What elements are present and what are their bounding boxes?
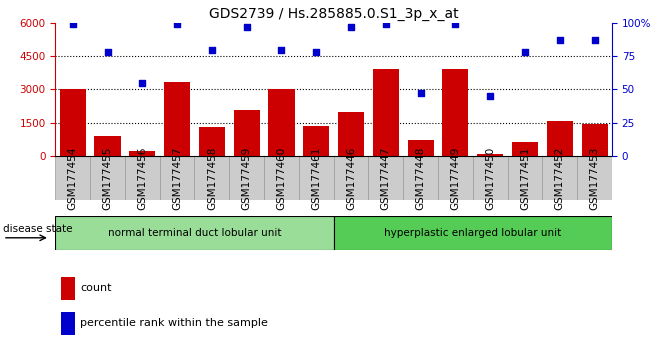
Point <box>415 91 426 96</box>
Bar <box>55 156 90 200</box>
Text: GSM177452: GSM177452 <box>555 146 565 210</box>
Point <box>102 50 113 55</box>
Bar <box>264 156 299 200</box>
Bar <box>90 156 125 200</box>
Text: normal terminal duct lobular unit: normal terminal duct lobular unit <box>107 228 281 238</box>
Bar <box>60 89 86 156</box>
Point <box>137 80 148 86</box>
Bar <box>408 140 434 156</box>
Bar <box>195 156 229 200</box>
Bar <box>303 126 329 156</box>
Bar <box>403 156 438 200</box>
Point <box>172 22 182 27</box>
Bar <box>577 156 612 200</box>
Bar <box>338 112 364 156</box>
Bar <box>442 69 469 156</box>
Bar <box>438 156 473 200</box>
Bar <box>542 156 577 200</box>
Point <box>381 22 391 27</box>
Text: GSM177453: GSM177453 <box>590 146 600 210</box>
Text: GSM177461: GSM177461 <box>311 146 321 210</box>
Bar <box>512 142 538 156</box>
Text: hyperplastic enlarged lobular unit: hyperplastic enlarged lobular unit <box>384 228 561 238</box>
Point <box>555 38 565 43</box>
Text: GSM177448: GSM177448 <box>415 146 426 210</box>
Bar <box>61 277 75 300</box>
Bar <box>477 154 503 156</box>
Bar <box>130 152 156 156</box>
Text: GSM177458: GSM177458 <box>207 146 217 210</box>
Text: GSM177451: GSM177451 <box>520 146 530 210</box>
Point <box>276 47 286 52</box>
Text: count: count <box>80 283 112 293</box>
Point <box>346 24 356 30</box>
Point <box>311 50 322 55</box>
Bar <box>61 312 75 335</box>
Bar <box>125 156 159 200</box>
Text: GSM177450: GSM177450 <box>485 146 495 210</box>
Point <box>206 47 217 52</box>
Bar <box>268 89 294 156</box>
Bar <box>199 127 225 156</box>
Text: GSM177446: GSM177446 <box>346 146 356 210</box>
Bar <box>333 156 368 200</box>
Bar <box>473 156 508 200</box>
Text: GSM177455: GSM177455 <box>102 146 113 210</box>
Text: GSM177457: GSM177457 <box>172 146 182 210</box>
Bar <box>508 156 542 200</box>
Point <box>450 22 461 27</box>
Point <box>242 24 252 30</box>
Point <box>519 50 530 55</box>
Bar <box>164 82 190 156</box>
Bar <box>373 69 399 156</box>
Text: percentile rank within the sample: percentile rank within the sample <box>80 318 268 328</box>
Text: GSM177447: GSM177447 <box>381 146 391 210</box>
Point <box>68 22 78 27</box>
Bar <box>229 156 264 200</box>
Text: GSM177460: GSM177460 <box>277 146 286 210</box>
Bar <box>299 156 333 200</box>
Text: disease state: disease state <box>3 224 72 234</box>
Bar <box>333 216 612 250</box>
Text: GSM177454: GSM177454 <box>68 146 77 210</box>
Point <box>485 93 495 99</box>
Bar <box>55 216 333 250</box>
Bar <box>94 136 120 156</box>
Text: GSM177456: GSM177456 <box>137 146 147 210</box>
Point <box>589 38 600 43</box>
Bar <box>547 121 573 156</box>
Bar <box>581 124 607 156</box>
Text: GSM177449: GSM177449 <box>450 146 460 210</box>
Text: GSM177459: GSM177459 <box>242 146 252 210</box>
Bar <box>159 156 195 200</box>
Bar <box>368 156 403 200</box>
Bar <box>234 110 260 156</box>
Title: GDS2739 / Hs.285885.0.S1_3p_x_at: GDS2739 / Hs.285885.0.S1_3p_x_at <box>209 7 458 21</box>
